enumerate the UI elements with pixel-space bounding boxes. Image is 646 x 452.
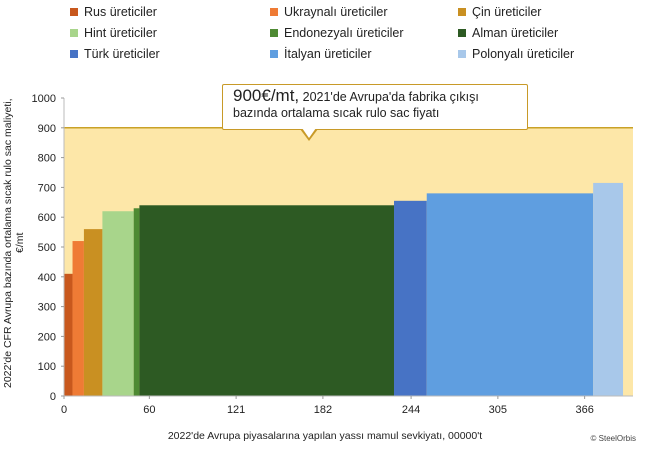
legend-item-0: Rus üreticiler [70, 4, 157, 20]
y-tick-label-3: 300 [38, 302, 56, 314]
y-tick-label-8: 800 [38, 153, 56, 165]
y-tick-label-10: 1000 [32, 93, 56, 105]
callout-line2: bazında ortalama sıcak rulo sac fiyatı [233, 106, 440, 120]
x-tick-label-1: 60 [143, 404, 155, 416]
legend-item-1: Ukraynalı üreticiler [270, 4, 388, 20]
x-tick-label-0: 0 [61, 404, 67, 416]
y-axis-label: 2022'de CFR Avrupa bazında ortalama sıca… [2, 98, 26, 388]
legend-item-2: Çin üreticiler [458, 4, 541, 20]
legend-swatch-5 [458, 29, 466, 37]
bar-3 [102, 211, 134, 396]
legend-label-8: Polonyalı üreticiler [472, 47, 575, 61]
legend-label-1: Ukraynalı üreticiler [284, 5, 388, 19]
y-tick-label-7: 700 [38, 182, 56, 194]
bar-5 [139, 205, 395, 396]
legend-swatch-1 [270, 8, 278, 16]
legend-swatch-0 [70, 8, 78, 16]
legend-swatch-3 [70, 29, 78, 37]
legend-item-3: Hint üreticiler [70, 25, 157, 41]
legend-swatch-8 [458, 50, 466, 58]
credit: © SteelOrbis [590, 434, 636, 443]
y-tick-label-4: 400 [38, 272, 56, 284]
legend-item-6: Türk üreticiler [70, 46, 160, 62]
bar-1 [72, 241, 84, 396]
legend-swatch-4 [270, 29, 278, 37]
legend-item-7: İtalyan üreticiler [270, 46, 372, 62]
x-tick-label-5: 305 [489, 404, 507, 416]
y-tick-label-0: 0 [50, 391, 56, 403]
x-axis-label: 2022'de Avrupa piyasalarına yapılan yass… [167, 430, 483, 442]
legend-item-8: Polonyalı üreticiler [458, 46, 574, 62]
legend-item-5: Alman üreticiler [458, 25, 558, 41]
legend-label-7: İtalyan üreticiler [284, 47, 372, 61]
bar-4 [133, 208, 140, 396]
legend-item-4: Endonezyalı üreticiler [270, 25, 404, 41]
bar-6 [394, 200, 427, 396]
x-tick-label-4: 244 [402, 404, 420, 416]
legend-label-5: Alman üreticiler [472, 26, 559, 40]
legend-label-3: Hint üreticiler [84, 26, 157, 40]
x-tick-label-6: 366 [575, 404, 593, 416]
bar-7 [426, 193, 594, 396]
bar-0 [64, 273, 73, 396]
x-tick-label-3: 182 [314, 404, 332, 416]
y-tick-label-2: 200 [38, 331, 56, 343]
legend-label-6: Türk üreticiler [84, 47, 160, 61]
callout-bold: 900€/mt, [233, 86, 300, 105]
bar-2 [83, 229, 103, 396]
y-tick-label-1: 100 [38, 361, 56, 373]
legend-swatch-6 [70, 50, 78, 58]
callout-tail-inner [302, 128, 316, 138]
legend-label-4: Endonezyalı üreticiler [284, 26, 404, 40]
legend-label-0: Rus üreticiler [84, 5, 157, 19]
y-tick-label-9: 900 [38, 123, 56, 135]
legend-label-2: Çin üreticiler [472, 5, 542, 19]
callout-line1: 2021'de Avrupa'da fabrika çıkışı [299, 90, 479, 104]
y-tick-label-6: 600 [38, 212, 56, 224]
bar-8 [593, 182, 624, 396]
legend-swatch-2 [458, 8, 466, 16]
legend-swatch-7 [270, 50, 278, 58]
x-tick-label-2: 121 [227, 404, 245, 416]
y-tick-label-5: 500 [38, 242, 56, 254]
callout-box: 900€/mt, 2021'de Avrupa'da fabrika çıkış… [222, 84, 528, 130]
